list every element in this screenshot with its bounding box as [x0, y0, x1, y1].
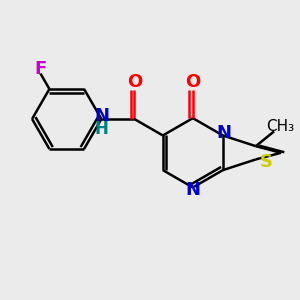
Text: N: N — [185, 181, 200, 199]
Text: F: F — [34, 60, 46, 78]
Text: CH₃: CH₃ — [266, 118, 295, 134]
Text: S: S — [260, 153, 272, 171]
Text: N: N — [94, 107, 109, 125]
Text: O: O — [185, 73, 200, 91]
Text: N: N — [217, 124, 232, 142]
Text: O: O — [127, 73, 142, 91]
Text: H: H — [94, 120, 108, 138]
